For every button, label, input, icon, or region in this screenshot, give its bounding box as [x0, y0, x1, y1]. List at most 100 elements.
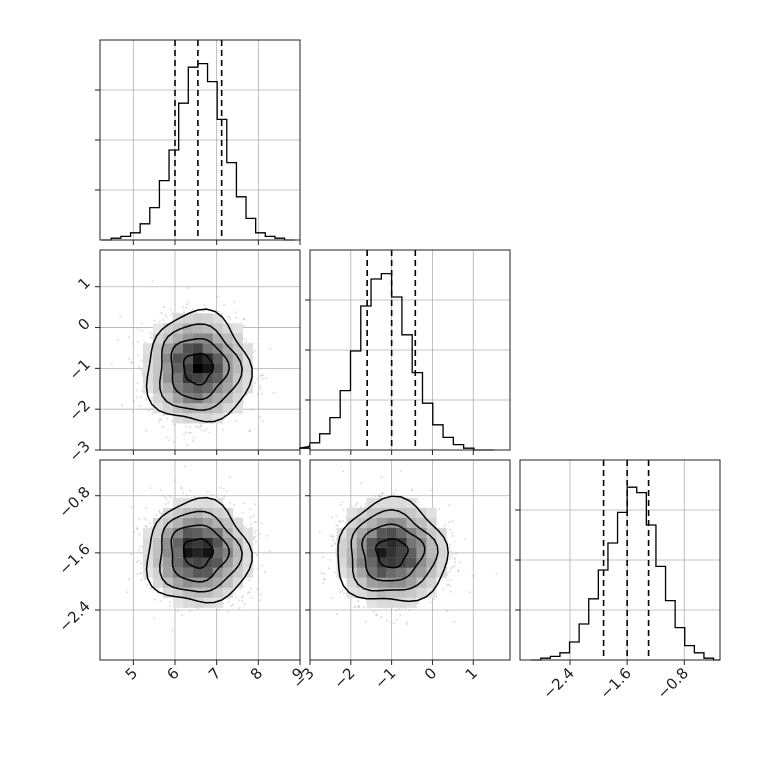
scatter-point — [233, 592, 236, 595]
scatter-point — [136, 527, 139, 529]
density-cell — [192, 557, 203, 568]
scatter-point — [164, 313, 167, 316]
density-cell — [222, 403, 233, 414]
scatter-point — [254, 503, 257, 506]
scatter-point — [248, 579, 251, 582]
density-cell — [192, 567, 203, 578]
density-cell — [172, 547, 183, 558]
density-cell — [182, 343, 193, 354]
scatter-point — [249, 516, 252, 519]
density-cell — [242, 527, 253, 538]
scatter-point — [245, 341, 248, 344]
density-cell — [192, 577, 203, 588]
scatter-point — [138, 366, 140, 369]
scatter-point — [140, 562, 142, 565]
density-cell — [142, 527, 153, 538]
scatter-point — [223, 303, 226, 306]
contour-level — [182, 538, 214, 570]
scatter-point — [181, 614, 183, 616]
scatter-point — [257, 337, 259, 340]
scatter-point — [199, 424, 202, 427]
density-cell — [232, 333, 243, 344]
density-cell — [162, 567, 173, 578]
density-cell — [182, 537, 193, 548]
scatter-point — [168, 494, 171, 497]
scatter-point — [253, 551, 256, 554]
density-cell — [182, 547, 193, 558]
scatter-point — [185, 306, 188, 309]
scatter-point — [164, 503, 167, 506]
scatter-point — [182, 492, 185, 495]
density-cell — [192, 527, 203, 538]
density-cell — [162, 333, 173, 344]
scatter-point — [227, 315, 230, 318]
density-cell — [182, 577, 193, 588]
scatter-point — [260, 593, 263, 596]
density-cell — [202, 557, 213, 568]
scatter-point — [196, 425, 199, 428]
scatter-point — [151, 280, 154, 283]
scatter-point — [188, 426, 191, 429]
scatter-point — [258, 533, 261, 536]
density-cell — [152, 537, 163, 548]
scatter-point — [117, 339, 120, 342]
scatter-point — [144, 577, 146, 580]
scatter-point — [264, 377, 267, 380]
scatter-point — [189, 489, 192, 492]
density-cell — [232, 517, 243, 528]
scatter-point — [216, 296, 219, 299]
scatter-point — [261, 377, 264, 380]
scatter-point — [261, 564, 264, 567]
scatter-point — [196, 607, 199, 610]
scatter-point — [256, 393, 259, 396]
scatter-point — [184, 431, 187, 434]
scatter-point — [153, 319, 156, 322]
density-cell — [152, 353, 163, 364]
scatter-point — [232, 603, 235, 606]
density-cell — [222, 567, 233, 578]
scatter-point — [162, 494, 165, 497]
density-cell — [212, 587, 223, 598]
scatter-point — [141, 329, 144, 332]
y-tick-label: −2.4 — [55, 597, 93, 635]
density-cell — [232, 403, 243, 414]
density-cell — [172, 353, 183, 364]
density-cell — [162, 373, 173, 384]
density-cell — [162, 393, 173, 404]
contour-level — [182, 352, 214, 386]
scatter-point — [262, 374, 265, 377]
scatter-point — [245, 338, 248, 341]
density-cell — [232, 547, 243, 558]
scatter-point — [272, 391, 275, 394]
density-cell — [142, 567, 153, 578]
scatter-point — [235, 595, 238, 598]
density-cell — [152, 373, 163, 384]
scatter-point — [261, 420, 264, 423]
density-cell — [192, 403, 203, 414]
scatter-point — [144, 341, 147, 344]
scatter-point — [240, 596, 243, 599]
scatter-point — [223, 413, 225, 416]
density-cell — [172, 597, 183, 608]
density-cell — [152, 393, 163, 404]
scatter-point — [137, 559, 140, 562]
density-cell — [152, 383, 163, 394]
density-cell — [182, 567, 193, 578]
x-tick-label: 7 — [205, 664, 224, 683]
density-cell — [182, 383, 193, 394]
y-tick-label: −1 — [65, 355, 93, 383]
density-cell — [152, 343, 163, 354]
density-cell — [232, 393, 243, 404]
density-cell — [172, 577, 183, 588]
density-cell — [212, 413, 223, 424]
scatter-point — [257, 368, 260, 371]
scatter-point — [158, 418, 161, 421]
contour-level — [159, 323, 243, 411]
density-panel-2-3: −3 −2 −1 0 1 — [289, 459, 511, 692]
density-cell — [172, 323, 183, 334]
scatter-point — [375, 613, 378, 616]
scatter-point — [261, 392, 263, 395]
density-cell — [202, 343, 213, 354]
density-cell — [222, 353, 233, 364]
scatter-point — [149, 336, 152, 339]
